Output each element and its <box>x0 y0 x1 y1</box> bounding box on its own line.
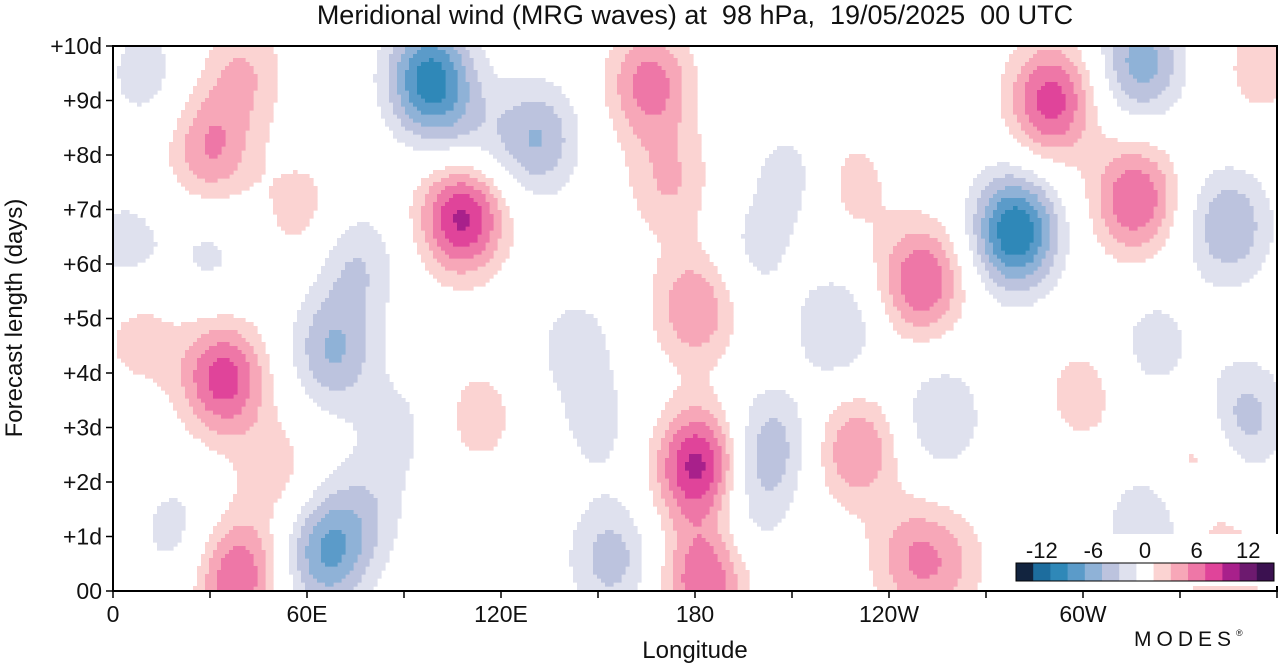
colorbar-swatch <box>1153 563 1172 581</box>
contour-band <box>113 46 1277 591</box>
y-tick-label: +7d <box>63 197 102 223</box>
colorbar-tick-label: 6 <box>1190 538 1202 563</box>
colorbar-swatch <box>1033 563 1051 581</box>
y-tick-label: +9d <box>63 88 102 114</box>
colorbar-swatch <box>1050 563 1068 581</box>
colorbar-tick-label: -12 <box>1026 538 1058 563</box>
colorbar-swatch <box>1102 563 1120 581</box>
y-tick-label: +2d <box>63 469 102 495</box>
x-tick-label: 60W <box>1059 601 1107 627</box>
colorbar-tick-label: 0 <box>1139 538 1151 563</box>
y-tick-label: +10d <box>50 33 102 59</box>
colorbar-swatch <box>1067 563 1086 581</box>
x-axis: 0 60E 120E 180 120W 60W <box>107 591 1278 627</box>
y-tick-label: 00 <box>76 578 102 604</box>
y-tick-label: +6d <box>63 251 102 277</box>
x-tick-label: 0 <box>107 601 120 627</box>
colorbar-swatch <box>1016 563 1034 581</box>
x-tick-label: 60E <box>287 601 328 627</box>
y-tick-label: +1d <box>63 524 102 550</box>
y-tick-label: +5d <box>63 306 102 332</box>
colorbar: -12 -6 0 6 12 <box>1010 534 1278 586</box>
colorbar-swatch <box>1119 563 1137 581</box>
colorbar-tick-label: -6 <box>1084 538 1104 563</box>
colorbar-swatch <box>1170 563 1189 581</box>
colorbar-tick-label: 12 <box>1236 538 1260 563</box>
colorbar-swatch <box>1205 563 1223 581</box>
chart-title: Meridional wind (MRG waves) at 98 hPa, 1… <box>317 0 1073 30</box>
contour-band <box>117 46 1277 591</box>
x-tick-label: 180 <box>676 601 714 627</box>
colorbar-swatch <box>1136 563 1154 581</box>
contour-band <box>181 46 1166 591</box>
y-axis-label: Forecast length (days) <box>1 199 28 438</box>
x-axis-label: Longitude <box>642 637 747 664</box>
colorbar-frame <box>1015 562 1275 582</box>
contour-field <box>113 46 1277 591</box>
x-tick-label: 120E <box>474 601 528 627</box>
colorbar-swatch <box>1239 563 1258 581</box>
contour-band <box>297 46 1262 591</box>
contour-band <box>193 62 1158 591</box>
colorbar-swatch <box>1222 563 1240 581</box>
colorbar-swatch <box>1084 563 1103 581</box>
brand-logo: MODES® <box>1134 628 1248 651</box>
colorbar-swatch <box>1256 563 1275 581</box>
y-tick-label: +8d <box>63 142 102 168</box>
y-axis: 00 +1d +2d +3d +4d +5d +6d +7d +8d +9d +10d <box>50 33 113 604</box>
colorbar-swatch <box>1188 563 1206 581</box>
y-tick-label: +3d <box>63 415 102 441</box>
x-tick-label: 120W <box>859 601 919 627</box>
y-tick-label: +4d <box>63 360 102 386</box>
